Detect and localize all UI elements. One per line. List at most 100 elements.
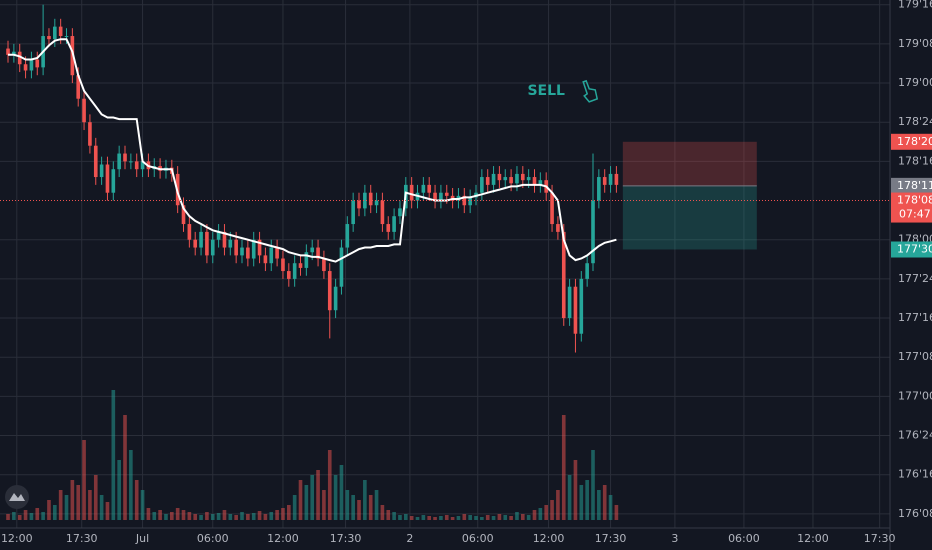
candle-body: [123, 153, 127, 162]
volume-bar: [275, 510, 279, 520]
candle-body: [23, 64, 28, 71]
x-tick-label: 3: [671, 532, 678, 545]
candle-body: [398, 208, 402, 217]
volume-bar: [316, 470, 320, 520]
y-tick-label: 176'24: [898, 429, 932, 442]
volume-bar: [47, 500, 51, 520]
candle-body: [240, 247, 244, 256]
candle-body: [304, 252, 309, 268]
candle-body: [427, 184, 432, 193]
volume-bar: [281, 508, 285, 520]
candle-body: [298, 263, 303, 268]
candle-body: [275, 247, 279, 259]
candle-body: [205, 231, 209, 256]
volume-bar: [409, 516, 414, 520]
candle-body: [105, 164, 110, 193]
candle-body: [363, 192, 367, 209]
volume-bar: [380, 505, 385, 520]
volume-bar: [17, 515, 22, 520]
candle-body: [608, 173, 613, 185]
volume-bar: [520, 514, 525, 520]
volume-bar: [597, 490, 601, 520]
volume-bar: [415, 517, 420, 520]
volume-bar: [333, 475, 338, 520]
volume-bar: [327, 450, 332, 520]
candle-body: [351, 200, 355, 225]
candle-body: [567, 286, 572, 319]
candle-body: [368, 192, 373, 206]
volume-bar: [351, 495, 355, 520]
candle-body: [491, 173, 496, 185]
volume-bar: [526, 515, 531, 520]
volume-bar: [474, 516, 478, 520]
y-tick-label: 176'16: [898, 468, 932, 481]
volume-bar: [462, 514, 467, 520]
volume-bar: [614, 505, 619, 520]
volume: [6, 390, 619, 520]
x-tick-label: 2: [406, 532, 413, 545]
candle-body: [468, 197, 472, 206]
volume-bar: [561, 415, 566, 520]
volume-bar: [199, 515, 203, 520]
volume-bar: [439, 516, 443, 520]
volume-bar: [6, 514, 10, 520]
candle-body: [281, 258, 285, 272]
volume-bar: [228, 514, 233, 520]
volume-bar: [468, 515, 472, 520]
candle-body: [357, 200, 361, 209]
volume-bar: [345, 490, 350, 520]
y-tick-label: 177'08: [898, 350, 932, 363]
volume-bar: [485, 515, 490, 520]
candle-body: [257, 239, 262, 256]
volume-bar: [152, 512, 157, 520]
candle-body: [374, 200, 379, 206]
candle-body: [526, 177, 531, 181]
volume-bar: [41, 512, 45, 520]
candle-body: [234, 239, 238, 256]
overlay: SELL: [0, 38, 890, 263]
candle-body: [520, 173, 525, 181]
last-price-tag: 178'08: [897, 194, 932, 207]
volume-bar: [175, 508, 180, 520]
candle-body: [12, 51, 16, 55]
volume-bar: [509, 516, 513, 520]
candle-body: [82, 98, 86, 123]
volume-bar: [187, 512, 192, 520]
candle-body: [52, 26, 57, 40]
volume-bar: [403, 514, 408, 520]
price-axis: [890, 0, 932, 550]
candle-body: [140, 161, 145, 170]
logo-icon: [9, 493, 25, 501]
candle-body: [251, 239, 256, 259]
volume-bar: [222, 510, 227, 520]
candle-body: [485, 177, 490, 185]
volume-bar: [169, 512, 174, 520]
candle-body: [316, 247, 320, 259]
candle-body: [187, 224, 192, 240]
volume-bar: [497, 514, 502, 520]
moving-average: [8, 38, 617, 263]
candle-body: [199, 231, 203, 248]
candle-body: [503, 177, 508, 181]
volume-bar: [12, 512, 16, 520]
x-tick-label: 17:30: [864, 532, 896, 545]
logo: [5, 485, 29, 509]
x-tick-label: 06:00: [462, 532, 494, 545]
candle-body: [222, 231, 227, 248]
candle-body: [561, 231, 566, 319]
y-tick-label: 179'16: [898, 0, 932, 11]
volume-bar: [158, 510, 162, 520]
candle-body: [286, 271, 291, 279]
volume-bar: [433, 517, 437, 520]
volume-bar: [386, 510, 391, 520]
volume-bar: [608, 495, 613, 520]
volume-bar: [181, 510, 186, 520]
volume-bar: [129, 450, 133, 520]
candle-body: [76, 75, 81, 99]
y-tick-label: 177'24: [898, 272, 932, 285]
candle-body: [497, 173, 502, 181]
volume-bar: [515, 512, 519, 520]
volume-bar: [550, 500, 554, 520]
